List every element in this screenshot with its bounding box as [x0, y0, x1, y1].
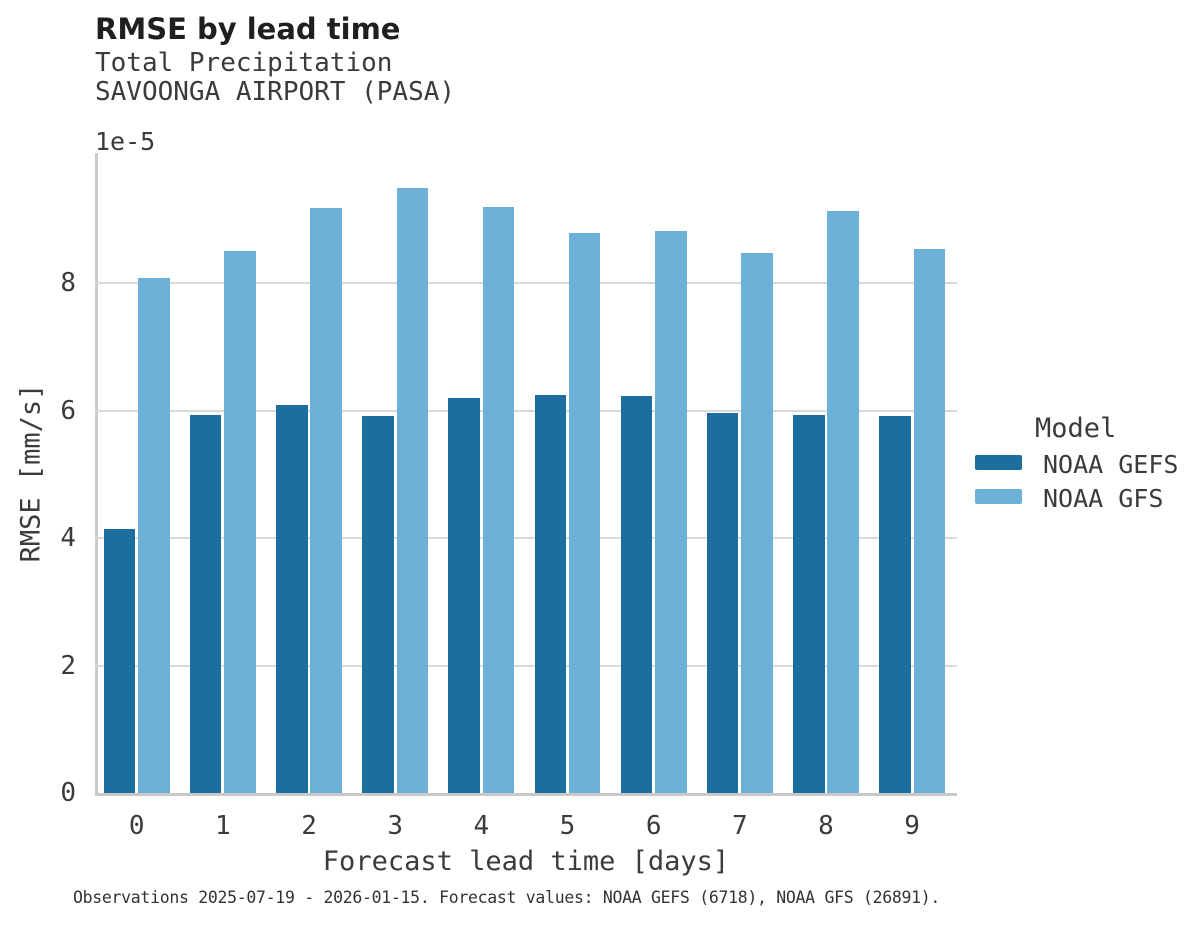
- bar-noaa-gefs-day-0: [103, 529, 136, 793]
- gridline-y-4: [95, 537, 957, 539]
- x-tick-label-1: 1: [215, 811, 231, 841]
- bar-noaa-gfs-day-1: [224, 251, 256, 793]
- bar-noaa-gfs-day-7: [741, 253, 773, 793]
- legend-label: NOAA GFS: [1043, 484, 1164, 513]
- bar-noaa-gefs-day-4: [448, 397, 480, 793]
- legend-title: Model: [1035, 413, 1117, 444]
- bar-noaa-gfs-day-8: [827, 210, 859, 793]
- y-axis-offset-label: 1e-5: [95, 127, 156, 156]
- x-tick-label-7: 7: [731, 811, 748, 841]
- x-tick-label-6: 6: [645, 811, 662, 841]
- bar-noaa-gfs-day-9: [913, 248, 946, 793]
- bar-noaa-gefs-day-3: [362, 416, 394, 793]
- x-tick-label-2: 2: [301, 811, 317, 841]
- y-tick-label-0: 0: [60, 778, 76, 808]
- bar-noaa-gefs-day-1: [189, 414, 222, 793]
- legend-label: NOAA GEFS: [1043, 450, 1179, 479]
- y-axis-spine: [95, 153, 98, 796]
- x-axis-label: Forecast lead time [days]: [322, 846, 730, 877]
- y-tick-label-8: 8: [60, 268, 76, 298]
- gridline-y-6: [95, 409, 957, 412]
- bar-noaa-gfs-day-5: [568, 233, 601, 793]
- chart-title: RMSE by lead time: [95, 12, 401, 46]
- x-tick-label-9: 9: [904, 811, 920, 841]
- bar-noaa-gefs-day-2: [276, 405, 308, 793]
- bar-noaa-gfs-day-6: [655, 231, 687, 793]
- bar-noaa-gfs-day-0: [138, 277, 170, 793]
- chart-subtitle-variable: Total Precipitation: [95, 48, 393, 78]
- x-tick-label-4: 4: [473, 811, 490, 841]
- bar-noaa-gfs-day-3: [396, 188, 429, 793]
- bar-noaa-gfs-day-2: [310, 207, 342, 793]
- x-tick-label-0: 0: [128, 811, 145, 841]
- footer-observations-note: Observations 2025-07-19 - 2026-01-15. Fo…: [73, 888, 941, 907]
- bar-noaa-gefs-day-8: [793, 414, 825, 793]
- chart-subtitle-station: SAVOONGA AIRPORT (PASA): [95, 77, 456, 107]
- y-tick-label-2: 2: [60, 650, 76, 681]
- bar-noaa-gfs-day-4: [482, 207, 515, 793]
- x-tick-label-5: 5: [559, 811, 576, 841]
- y-axis-label: RMSE [mm/s]: [15, 383, 47, 563]
- legend-swatch-noaa-gefs: [975, 455, 1022, 470]
- bar-noaa-gefs-day-7: [706, 413, 739, 793]
- x-tick-label-3: 3: [387, 811, 403, 841]
- bar-noaa-gefs-day-5: [534, 394, 567, 793]
- legend-swatch-noaa-gfs: [975, 489, 1022, 504]
- x-tick-label-8: 8: [818, 811, 834, 841]
- gridline-y-2: [95, 664, 957, 667]
- gridline-y-8: [95, 282, 957, 284]
- y-tick-label-4: 4: [60, 523, 76, 553]
- bar-noaa-gefs-day-6: [620, 395, 653, 793]
- x-axis-spine: [95, 793, 957, 796]
- y-tick-label-6: 6: [60, 395, 76, 426]
- bar-noaa-gefs-day-9: [879, 415, 911, 793]
